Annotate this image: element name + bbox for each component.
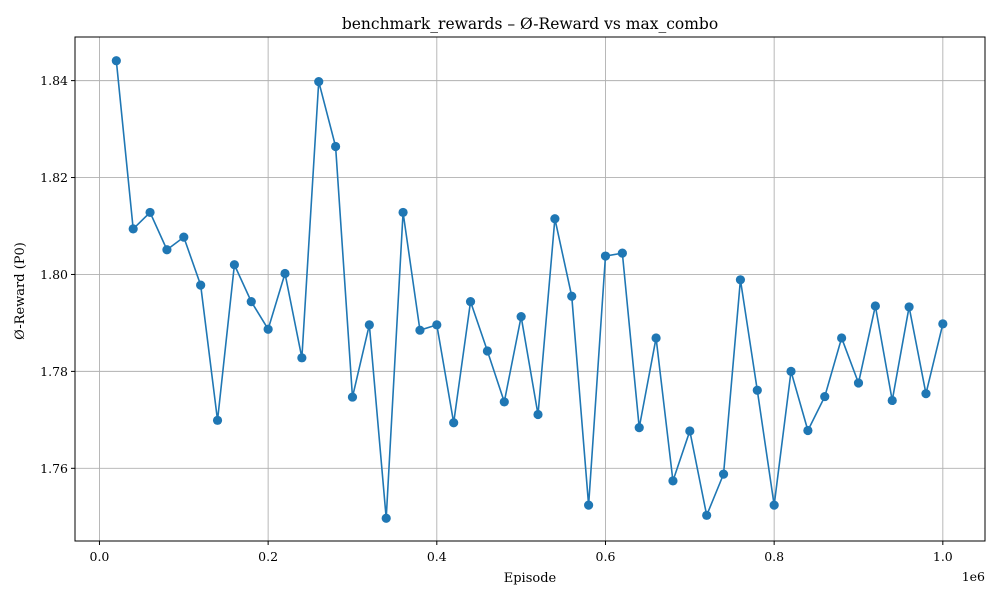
x-tick-label: 0.0 [90, 549, 110, 564]
data-point [668, 476, 678, 486]
data-point [685, 426, 695, 436]
x-tick-label: 0.4 [427, 549, 447, 564]
data-point [752, 385, 762, 395]
data-point [415, 325, 425, 335]
data-point [432, 320, 442, 330]
y-tick-label: 1.80 [40, 267, 68, 282]
data-point [465, 297, 476, 307]
y-axis-label: Ø-Reward (P0) [13, 242, 28, 340]
data-point [179, 232, 189, 242]
data-point [533, 409, 543, 420]
y-tick-label: 1.84 [40, 73, 68, 88]
data-point [820, 391, 830, 402]
data-point [702, 510, 712, 520]
x-tick-label: 0.2 [258, 549, 278, 564]
data-point [381, 513, 391, 523]
data-point [853, 378, 864, 388]
data-point [499, 397, 509, 407]
series-line [115, 60, 944, 519]
data-point [837, 333, 847, 343]
data-point [786, 366, 796, 376]
data-point [128, 224, 138, 234]
y-tick-label: 1.76 [40, 461, 68, 476]
series-group [111, 56, 948, 523]
data-point [921, 389, 931, 399]
data-point [584, 500, 594, 510]
data-point [347, 392, 358, 402]
data-point [567, 291, 577, 301]
data-point [145, 207, 155, 218]
data-point [111, 56, 121, 66]
data-point [516, 312, 526, 322]
data-point [617, 248, 627, 258]
data-point [803, 425, 813, 436]
y-axis: 1.76 1.78 1.80 1.82 1.84 [40, 73, 75, 476]
x-tick-label: 0.6 [596, 549, 616, 564]
y-tick-label: 1.82 [40, 170, 68, 185]
chart-title: benchmark_rewards – Ø-Reward vs max_comb… [342, 15, 718, 33]
data-point [938, 319, 948, 329]
y-tick-label: 1.78 [40, 364, 68, 379]
x-axis-label: Episode [504, 571, 557, 586]
x-axis-offset-label: 1e6 [962, 569, 985, 584]
x-tick-label: 0.8 [764, 549, 784, 564]
data-point [364, 320, 374, 330]
grid [75, 37, 985, 541]
plot-frame [74, 36, 986, 542]
data-point [212, 415, 223, 425]
data-point [398, 207, 408, 218]
data-point [297, 353, 307, 363]
data-point [870, 301, 880, 311]
data-point [229, 260, 239, 270]
data-point [600, 251, 611, 261]
data-point [246, 297, 256, 307]
data-point [550, 214, 560, 224]
data-point [449, 418, 459, 428]
data-point [634, 423, 644, 433]
data-point [331, 141, 341, 152]
data-point [482, 346, 493, 356]
data-point [162, 245, 172, 255]
data-point [887, 395, 897, 406]
data-point [718, 469, 729, 479]
data-point [735, 275, 746, 285]
data-point [280, 268, 290, 279]
data-point [904, 302, 914, 312]
data-point [314, 76, 324, 87]
x-tick-label: 1.0 [933, 549, 953, 564]
x-axis: 0.0 0.2 0.4 0.6 0.8 1.0 [90, 541, 953, 564]
data-point [263, 324, 273, 334]
data-point [196, 280, 206, 290]
data-point [769, 500, 779, 510]
data-point [651, 333, 661, 343]
